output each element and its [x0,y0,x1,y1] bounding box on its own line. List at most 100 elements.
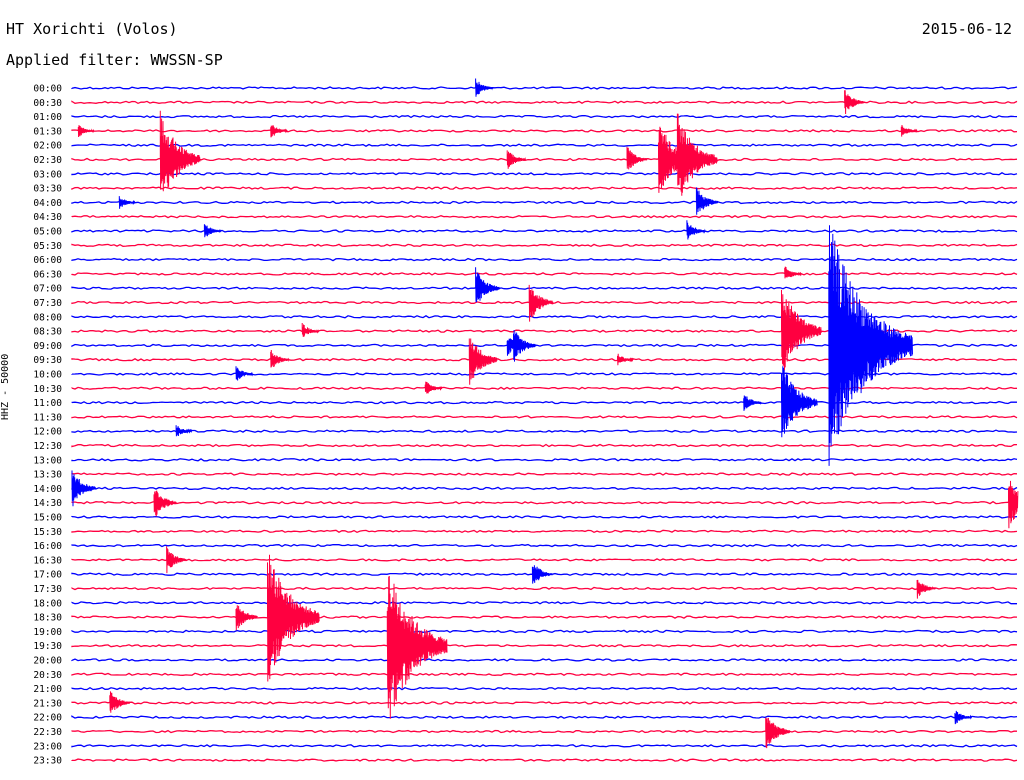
trace-row [71,114,1018,119]
trace-row [71,701,1018,705]
seismic-event [954,710,973,725]
seismic-event [784,266,802,279]
seismic-event [695,187,719,215]
seismic-event [71,470,97,507]
row-time-label: 21:00 [33,684,62,695]
trace-row [71,758,1018,762]
trace-row [71,257,1018,262]
trace-row [71,415,1018,419]
trace-row [71,429,1018,433]
seismic-event [424,381,443,394]
trace-row [71,200,1018,205]
trace-row [71,558,1018,562]
row-time-label: 14:30 [33,498,62,509]
row-time-label: 09:30 [33,355,62,366]
seismic-event [1008,480,1019,529]
trace-row [71,658,1018,662]
trace-row [71,229,1018,233]
row-time-label: 06:00 [33,255,62,266]
seismic-event [617,353,634,366]
row-time-label: 11:30 [33,412,62,423]
row-time-label: 07:30 [33,298,62,309]
trace-row [71,400,1018,405]
row-time-label: 00:30 [33,98,62,109]
seismic-event [118,196,136,209]
row-time-label: 18:00 [33,598,62,609]
seismic-event [159,110,201,192]
trace-row [71,486,1018,491]
seismic-event [828,225,913,466]
seismic-event [781,366,818,438]
trace-row [71,214,1018,219]
trace-row [71,686,1018,691]
seismic-event [153,490,177,517]
row-time-label: 04:00 [33,198,62,209]
row-time-label: 22:00 [33,713,62,724]
row-time-label: 01:30 [33,126,62,137]
trace-row [71,143,1018,147]
seismic-event [475,267,500,303]
trace-row [71,601,1018,605]
seismic-event [203,224,222,238]
row-time-label: 17:00 [33,570,62,581]
row-time-label: 16:00 [33,541,62,552]
trace-row [71,286,1018,290]
row-time-label: 10:30 [33,384,62,395]
seismic-event [506,150,526,169]
row-time-label: 23:30 [33,756,62,767]
station-title: HT Xorichti (Volos) [6,20,178,38]
seismic-event [270,349,290,368]
seismic-event [109,691,130,713]
date-label: 2015-06-12 [921,20,1012,38]
trace-row [71,443,1018,448]
trace-row [71,100,1018,105]
seismic-event [235,605,258,631]
seismic-event [270,125,288,138]
seismic-event [468,338,498,385]
trace-row [71,543,1018,548]
trace-row [71,515,1018,519]
row-time-label: 20:30 [33,670,62,681]
row-time-label: 14:00 [33,484,62,495]
trace-row [71,500,1018,505]
row-time-label: 04:30 [33,212,62,223]
seismic-event [77,125,95,138]
seismic-event [844,90,865,115]
row-time-label: 19:30 [33,641,62,652]
seismic-event [686,220,706,240]
row-time-label: 10:00 [33,370,62,381]
trace-row [71,243,1018,248]
row-time-label: 13:30 [33,470,62,481]
row-time-label: 09:00 [33,341,62,352]
seismic-event [301,322,320,337]
seismic-event [626,146,648,170]
trace-row [71,715,1018,719]
seismic-event [900,124,918,137]
trace-row [71,586,1018,591]
row-time-label: 03:30 [33,184,62,195]
row-time-label: 23:00 [33,741,62,752]
row-time-label: 22:30 [33,727,62,738]
trace-row [71,672,1018,677]
seismic-event [765,717,790,749]
trace-row [71,458,1018,462]
seismic-event [166,546,187,574]
seismic-event [235,366,254,381]
row-time-label: 15:30 [33,527,62,538]
trace-row [71,186,1018,190]
trace-row [71,386,1018,391]
row-time-label: 12:00 [33,427,62,438]
seismic-event [267,554,320,682]
row-time-label: 19:00 [33,627,62,638]
row-time-label: 00:00 [33,84,62,95]
row-time-label: 02:00 [33,141,62,152]
seismic-event [916,579,936,599]
seismic-event [531,565,553,584]
trace-row [71,744,1018,748]
trace-row [71,629,1018,634]
trace-row [71,86,1018,90]
row-time-label: 15:00 [33,513,62,524]
row-time-label: 08:00 [33,312,62,323]
row-time-label: 03:00 [33,169,62,180]
